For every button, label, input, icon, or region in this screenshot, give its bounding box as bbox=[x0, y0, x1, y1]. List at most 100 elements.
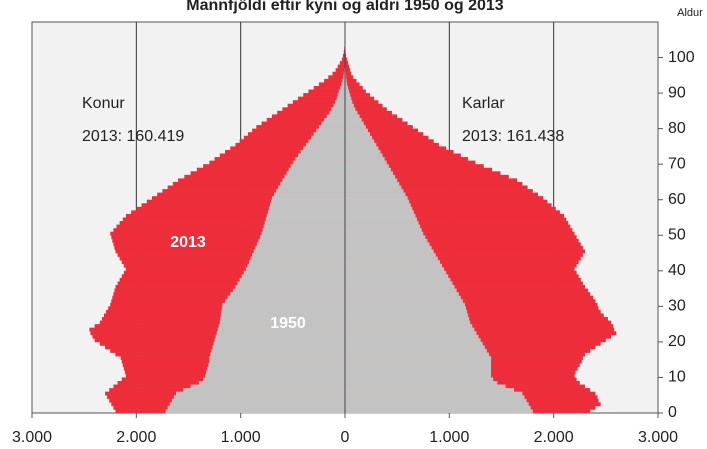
bar bbox=[276, 189, 345, 193]
bar bbox=[345, 231, 424, 236]
bar bbox=[345, 146, 447, 151]
bar bbox=[345, 281, 453, 286]
bar bbox=[345, 82, 348, 87]
bar bbox=[337, 93, 345, 97]
bar bbox=[230, 146, 345, 151]
bar bbox=[345, 75, 354, 80]
bar bbox=[345, 153, 461, 158]
bar bbox=[115, 285, 345, 289]
bar bbox=[345, 309, 468, 314]
bar bbox=[345, 192, 539, 197]
bar bbox=[247, 263, 345, 268]
bar bbox=[345, 217, 417, 222]
bar bbox=[345, 210, 560, 215]
bar bbox=[345, 245, 583, 250]
bar bbox=[345, 149, 381, 154]
bar bbox=[121, 260, 345, 265]
bar bbox=[253, 249, 345, 254]
bar bbox=[113, 242, 345, 247]
bar bbox=[345, 71, 352, 76]
bar bbox=[345, 135, 429, 140]
bar bbox=[313, 132, 345, 137]
bar bbox=[345, 121, 364, 126]
bar bbox=[116, 224, 345, 229]
bar bbox=[290, 164, 345, 169]
bar bbox=[117, 281, 345, 286]
bar bbox=[345, 157, 385, 161]
annotation: Karlar bbox=[462, 95, 505, 112]
bar bbox=[345, 313, 469, 318]
bar bbox=[266, 117, 345, 122]
bar bbox=[206, 370, 345, 375]
bar bbox=[235, 142, 345, 147]
bar bbox=[345, 93, 371, 97]
bar bbox=[345, 64, 350, 69]
bar bbox=[214, 338, 345, 343]
bar bbox=[337, 64, 345, 69]
annotation: 1950 bbox=[270, 315, 306, 332]
bar bbox=[345, 206, 556, 211]
x-tick-label: 3.000 bbox=[12, 429, 52, 446]
bar bbox=[345, 306, 467, 311]
bar bbox=[261, 231, 345, 236]
bar bbox=[345, 242, 430, 247]
bar bbox=[173, 395, 345, 400]
bar bbox=[218, 324, 345, 328]
bar bbox=[345, 178, 518, 183]
bar bbox=[220, 317, 345, 321]
bar bbox=[345, 167, 391, 172]
bar bbox=[345, 377, 494, 382]
axes: 3.000 2.000 1.000 0 1.000 2.000 3.000 0 10 20 30 40… bbox=[12, 22, 695, 446]
bar bbox=[345, 89, 350, 94]
bar bbox=[345, 174, 509, 179]
bar bbox=[167, 185, 345, 190]
bar bbox=[345, 320, 612, 325]
bar bbox=[225, 299, 345, 304]
bar bbox=[345, 100, 379, 105]
bar bbox=[345, 228, 422, 233]
bar bbox=[230, 292, 345, 296]
bar bbox=[345, 110, 392, 115]
bar bbox=[313, 85, 345, 90]
bar bbox=[345, 78, 357, 83]
bar bbox=[345, 121, 408, 126]
bar bbox=[345, 263, 443, 268]
bar bbox=[303, 146, 345, 151]
y-tick-label: 90 bbox=[668, 84, 686, 101]
bar bbox=[207, 366, 345, 371]
bar bbox=[324, 78, 345, 83]
bar bbox=[271, 114, 345, 119]
bar bbox=[215, 334, 345, 339]
bar bbox=[263, 224, 345, 229]
bar bbox=[345, 181, 523, 186]
bar bbox=[157, 192, 345, 197]
bar bbox=[141, 203, 345, 208]
bar bbox=[345, 302, 598, 307]
bar bbox=[345, 359, 492, 364]
bar bbox=[345, 224, 421, 229]
bar bbox=[214, 157, 345, 161]
bar bbox=[345, 114, 360, 119]
bar bbox=[345, 203, 411, 208]
bar bbox=[345, 117, 362, 122]
bar bbox=[345, 107, 356, 112]
bar bbox=[321, 121, 345, 126]
bar bbox=[268, 206, 345, 211]
bar bbox=[119, 221, 345, 225]
bar bbox=[345, 57, 348, 62]
annotation: 2013: 160.419 bbox=[82, 128, 184, 145]
y-tick-label: 70 bbox=[668, 155, 686, 172]
bar bbox=[264, 221, 345, 225]
bar bbox=[318, 82, 345, 87]
bar bbox=[345, 221, 419, 225]
bar bbox=[292, 160, 345, 165]
bar bbox=[345, 373, 492, 378]
bar bbox=[345, 327, 475, 332]
x-tick-label: 1.000 bbox=[221, 429, 261, 446]
bar bbox=[125, 267, 346, 272]
bar bbox=[345, 245, 432, 250]
x-tick-label: 0 bbox=[341, 429, 350, 446]
bar bbox=[345, 238, 579, 243]
bar bbox=[345, 185, 528, 190]
bar bbox=[190, 384, 345, 389]
